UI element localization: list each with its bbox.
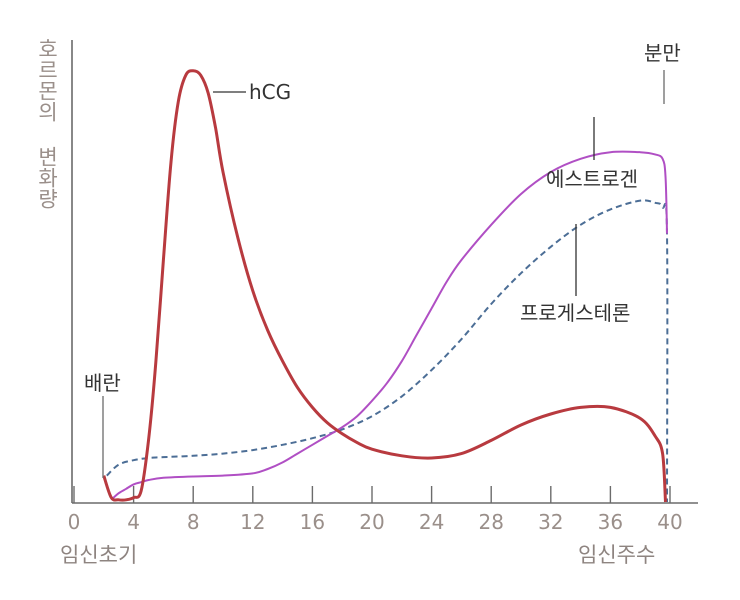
delivery-label: 분만 [644, 41, 681, 65]
x-tick-label: 20 [359, 510, 384, 534]
hcg-label: hCG [249, 80, 291, 104]
y-axis-label: 호르몬의 변화량 [35, 38, 59, 209]
x-caption-left: 임신초기 [60, 543, 137, 567]
estrogen-label: 에스트로겐 [546, 167, 638, 191]
series-layer [102, 69, 669, 503]
x-tick-label: 24 [419, 510, 444, 534]
x-tick-label: 12 [240, 510, 265, 534]
x-tick-label: 40 [657, 510, 682, 534]
series-line-hcg [102, 69, 667, 503]
x-tick-label: 28 [478, 510, 503, 534]
x-tick-label: 8 [187, 510, 200, 534]
x-caption-right: 임신주수 [578, 543, 655, 567]
x-tick-label: 0 [68, 510, 81, 534]
x-tick-label: 36 [598, 510, 623, 534]
series-line-estrogen [110, 150, 668, 501]
x-ticks: 0 4 8 12 16 20 24 28 32 36 40 [68, 486, 683, 534]
ovulation-label: 배란 [84, 371, 121, 395]
x-tick-label: 16 [300, 510, 325, 534]
x-tick-label: 4 [127, 510, 140, 534]
x-tick-label: 32 [538, 510, 563, 534]
series-line-progesterone [106, 199, 669, 503]
progesterone-label: 프로게스테론 [520, 301, 630, 325]
